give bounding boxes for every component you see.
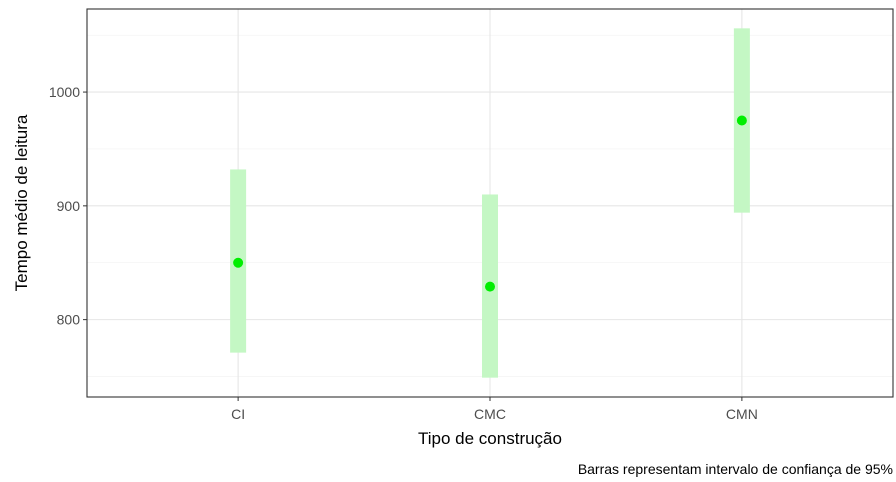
x-tick-label: CMC	[474, 406, 506, 422]
mean-point	[233, 257, 244, 268]
mean-point	[736, 115, 747, 126]
x-axis-title: Tipo de construção	[418, 429, 562, 448]
y-tick-label: 900	[57, 198, 81, 214]
y-axis-title: Tempo médio de leitura	[12, 114, 31, 291]
mean-points	[233, 115, 747, 292]
mean-point	[485, 281, 495, 292]
y-tick-label: 1000	[49, 84, 80, 100]
x-axis-ticks: CI CMC CMN	[231, 397, 758, 422]
x-tick-label: CI	[231, 406, 245, 422]
chart-caption: Barras representam intervalo de confianç…	[578, 461, 893, 477]
y-tick-label: 800	[57, 312, 81, 328]
y-axis-ticks: 800 900 1000	[49, 84, 87, 328]
x-tick-label: CMN	[726, 406, 758, 422]
